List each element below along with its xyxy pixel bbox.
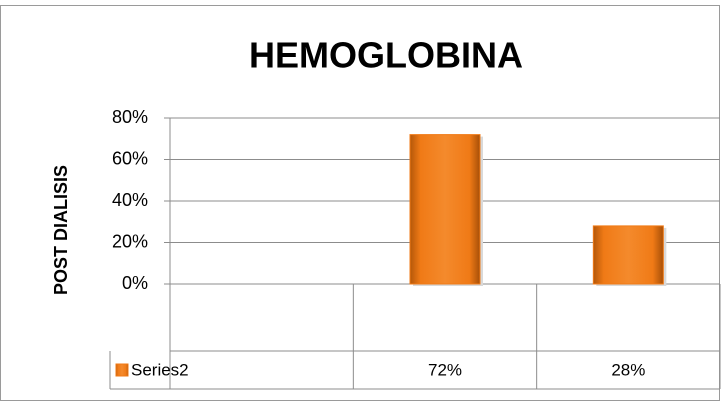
legend-label: Series2 [131, 360, 189, 379]
y-axis-title: POST DIALISIS [51, 165, 71, 295]
y-tick-label: 40% [112, 190, 148, 210]
y-tick-label: 60% [112, 148, 148, 168]
y-tick-label: 80% [112, 107, 148, 127]
table-value: 72% [428, 360, 462, 379]
x-tick-label [207, 284, 317, 351]
x-tick-label-text [390, 284, 500, 351]
y-tick-label: 20% [112, 231, 148, 251]
bar [409, 134, 481, 285]
legend-key [115, 363, 129, 377]
y-tick-label: 0% [122, 273, 148, 293]
table-value: 28% [611, 360, 645, 379]
x-tick-label [573, 284, 683, 351]
chart-border [0, 5, 720, 401]
bar [592, 225, 664, 285]
chart-title: HEMOGLOBINA [249, 35, 523, 76]
x-tick-label-text [573, 284, 683, 351]
x-tick-label-text [207, 284, 317, 351]
x-tick-label [390, 284, 500, 351]
